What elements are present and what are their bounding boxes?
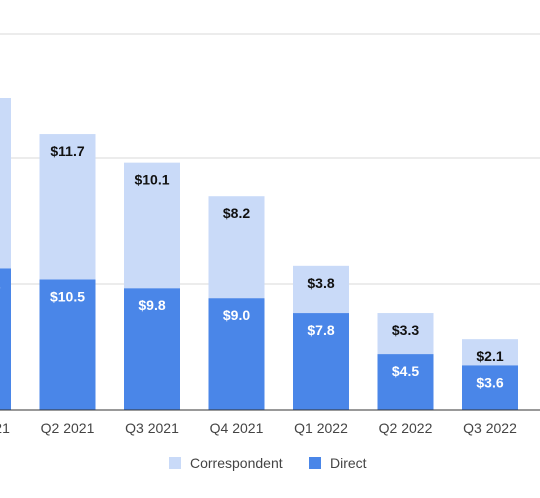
x-tick-label-6: Q3 2022	[463, 420, 517, 436]
data-label-direct-6: $3.6	[476, 374, 503, 390]
bar-direct-2	[124, 288, 180, 410]
bar-correspondent-3	[208, 196, 265, 299]
bar-correspondent-0	[0, 98, 11, 269]
data-label-direct-1: $10.5	[50, 288, 85, 304]
bar-correspondent-4	[293, 265, 349, 314]
data-label-direct-3: $9.0	[223, 307, 250, 323]
x-tick-label-3: Q4 2021	[210, 420, 264, 436]
bar-correspondent-1	[39, 134, 96, 280]
bar-direct-6	[462, 365, 518, 410]
legend-label-correspondent: Correspondent	[190, 455, 283, 471]
data-label-correspondent-0: $13.7	[0, 107, 1, 123]
x-tick-label-2: Q3 2021	[125, 420, 179, 436]
data-label-correspondent-4: $3.8	[307, 275, 334, 291]
x-tick-label-5: Q2 2022	[379, 420, 433, 436]
data-label-direct-5: $4.5	[392, 363, 419, 379]
data-label-direct-4: $7.8	[307, 322, 334, 338]
x-tick-label-1: Q2 2021	[41, 420, 95, 436]
legend-swatch-correspondent	[169, 457, 181, 469]
data-label-correspondent-1: $11.7	[50, 143, 84, 159]
legend-label-direct: Direct	[330, 455, 367, 471]
x-axis-ticks: Q1 2021 Q2 2021 Q3 2021 Q4 2021 Q1 2022 Q2 20…	[0, 420, 517, 436]
bar-correspondent-5	[377, 313, 434, 355]
data-label-correspondent-6: $2.1	[476, 348, 503, 364]
bar-correspondent-2	[124, 162, 180, 289]
bar-direct-3	[208, 298, 265, 410]
data-label-direct-2: $9.8	[138, 297, 165, 313]
legend: Correspondent Direct	[169, 455, 367, 471]
bar-direct-1	[39, 279, 96, 410]
legend-swatch-direct	[309, 457, 321, 469]
bar-direct-5	[377, 354, 434, 410]
data-label-correspondent-3: $8.2	[223, 205, 250, 221]
bars: $11.4$13.7$10.5$11.7$9.8$10.1$9.0$8.2$7.…	[0, 98, 540, 411]
data-label-correspondent-5: $3.3	[392, 322, 419, 338]
x-tick-label-4: Q1 2022	[294, 420, 348, 436]
bar-correspondent-6	[462, 339, 518, 366]
bar-direct-0	[0, 268, 11, 410]
data-label-correspondent-2: $10.1	[134, 172, 169, 188]
x-tick-label-0: Q1 2021	[0, 420, 10, 436]
bar-direct-4	[293, 313, 349, 410]
